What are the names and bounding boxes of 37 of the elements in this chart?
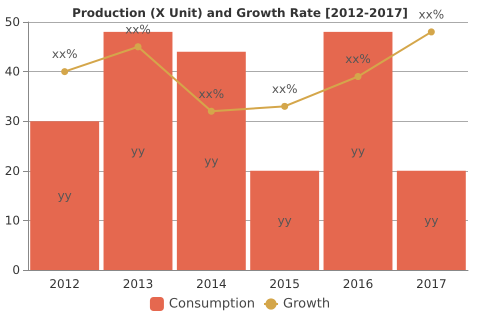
x-tick-label: 2014 — [196, 277, 227, 291]
x-tick-label: 2016 — [342, 277, 374, 291]
bar — [396, 170, 466, 270]
bar — [176, 52, 246, 270]
data-label: xx% — [418, 7, 444, 22]
y-tick-label: 50 — [4, 15, 20, 29]
legend-label: Growth — [283, 296, 330, 312]
y-tick-label: 30 — [4, 114, 20, 128]
point — [134, 43, 142, 50]
point — [354, 73, 362, 80]
data-label: yy — [204, 154, 218, 168]
point — [208, 108, 215, 115]
x-tick-label: 2013 — [122, 277, 154, 291]
y-tick-label: 40 — [4, 64, 20, 79]
data-label: yy — [58, 188, 72, 203]
bar — [324, 32, 392, 270]
y-tick-label: 10 — [4, 213, 20, 228]
x-tick-label: 2012 — [49, 277, 80, 291]
data-label: xx% — [272, 82, 298, 96]
data-label: yy — [130, 144, 146, 158]
legend-label: Consumption — [168, 296, 256, 312]
x-tick-label: 2017 — [416, 277, 447, 291]
y-tick-label: 0 — [12, 263, 20, 277]
data-label: yy — [424, 213, 438, 228]
data-label: xx% — [345, 52, 371, 66]
x-tick-label: 2015 — [269, 277, 300, 291]
data-label: xx% — [198, 86, 224, 101]
bar — [250, 170, 320, 270]
y-tick-label: 20 — [4, 164, 20, 178]
data-label: yy — [278, 213, 292, 228]
point — [281, 102, 288, 110]
point — [61, 68, 68, 76]
bar — [30, 121, 100, 270]
data-label: yy — [350, 144, 366, 158]
point — [428, 28, 435, 36]
data-label: xx% — [52, 47, 78, 62]
chart-title: Production (X Unit) and Growth Rate [2012-2017] — [72, 6, 408, 20]
